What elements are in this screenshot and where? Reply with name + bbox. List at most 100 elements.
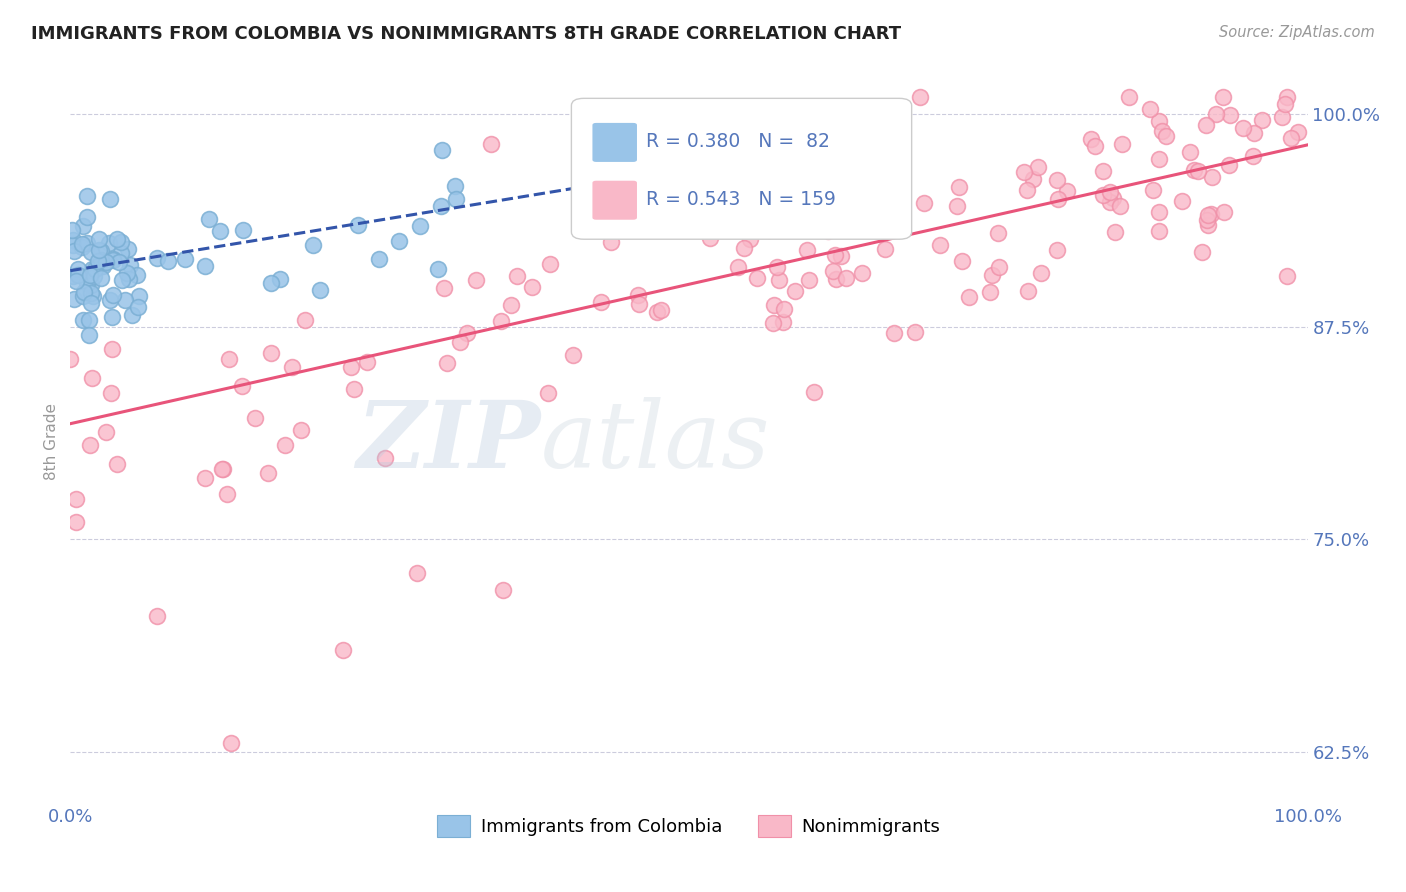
Point — [817, 179, 839, 194]
Point — [1026, 161, 1049, 175]
Point — [100, 385, 122, 400]
Point — [733, 240, 755, 254]
Point — [294, 312, 316, 326]
Point — [823, 264, 845, 278]
Point — [1139, 102, 1161, 116]
Point — [65, 274, 87, 288]
Point — [506, 269, 529, 284]
Point — [1056, 185, 1078, 199]
Point — [117, 242, 139, 256]
Point — [804, 185, 827, 199]
Point — [492, 583, 515, 598]
Point — [101, 310, 124, 325]
Point — [117, 266, 139, 280]
Point — [82, 289, 104, 303]
Point — [77, 327, 100, 342]
Point — [910, 90, 932, 104]
Point — [374, 450, 396, 465]
Point — [1197, 218, 1219, 232]
Point — [90, 253, 112, 268]
Point — [79, 245, 101, 260]
Point — [773, 301, 796, 316]
Point — [260, 345, 283, 359]
Point — [830, 249, 852, 263]
Point — [72, 288, 94, 302]
Point — [786, 182, 808, 196]
Point — [1274, 97, 1296, 112]
Point — [851, 266, 873, 280]
Point — [98, 192, 121, 206]
Point — [243, 411, 266, 425]
Point — [89, 232, 111, 246]
Text: Source: ZipAtlas.com: Source: ZipAtlas.com — [1219, 25, 1375, 40]
Point — [489, 314, 512, 328]
Point — [79, 270, 101, 285]
Point — [157, 254, 180, 268]
Point — [762, 316, 785, 330]
Point — [128, 289, 150, 303]
Point — [1118, 90, 1140, 104]
Point — [430, 199, 453, 213]
Point — [738, 232, 761, 246]
Point — [1197, 212, 1219, 227]
Point — [98, 236, 121, 251]
Point — [146, 608, 169, 623]
Point — [817, 210, 839, 224]
Point — [1099, 185, 1122, 199]
Point — [1201, 169, 1223, 184]
Point — [121, 309, 143, 323]
Point — [599, 235, 621, 249]
Point — [103, 252, 125, 267]
Point — [745, 270, 768, 285]
Point — [979, 285, 1001, 300]
Point — [110, 235, 132, 249]
Point — [1091, 188, 1114, 202]
Point — [83, 269, 105, 284]
Point — [948, 180, 970, 194]
Point — [367, 252, 389, 266]
Point — [1187, 164, 1209, 178]
Point — [1191, 245, 1213, 260]
Point — [1241, 149, 1264, 163]
Point — [173, 252, 195, 267]
Point — [817, 224, 839, 238]
Point — [957, 290, 980, 304]
Point — [1171, 194, 1194, 209]
Point — [76, 189, 98, 203]
Point — [914, 195, 936, 210]
Point — [405, 566, 427, 581]
Point — [98, 293, 121, 308]
Point — [90, 244, 112, 258]
Point — [219, 736, 242, 750]
Point — [125, 268, 148, 282]
Point — [96, 425, 118, 439]
Point — [356, 354, 378, 368]
Point — [1017, 183, 1039, 197]
Point — [79, 437, 101, 451]
Point — [1012, 165, 1035, 179]
Text: atlas: atlas — [540, 397, 770, 486]
Point — [443, 178, 465, 193]
Point — [744, 148, 766, 162]
Point — [889, 185, 911, 199]
FancyBboxPatch shape — [592, 123, 637, 162]
Point — [76, 236, 98, 251]
Point — [627, 287, 650, 301]
Point — [796, 243, 818, 257]
Point — [269, 272, 291, 286]
Point — [1194, 118, 1216, 132]
Point — [589, 295, 612, 310]
Point — [127, 300, 149, 314]
Point — [449, 335, 471, 350]
Point — [758, 223, 780, 237]
Point — [70, 237, 93, 252]
Point — [101, 252, 124, 266]
Point — [1205, 107, 1227, 121]
Point — [727, 260, 749, 274]
Point — [627, 297, 650, 311]
Point — [1271, 111, 1294, 125]
Point — [824, 247, 846, 261]
Point — [62, 237, 84, 252]
Point — [562, 348, 585, 362]
Point — [723, 221, 745, 235]
